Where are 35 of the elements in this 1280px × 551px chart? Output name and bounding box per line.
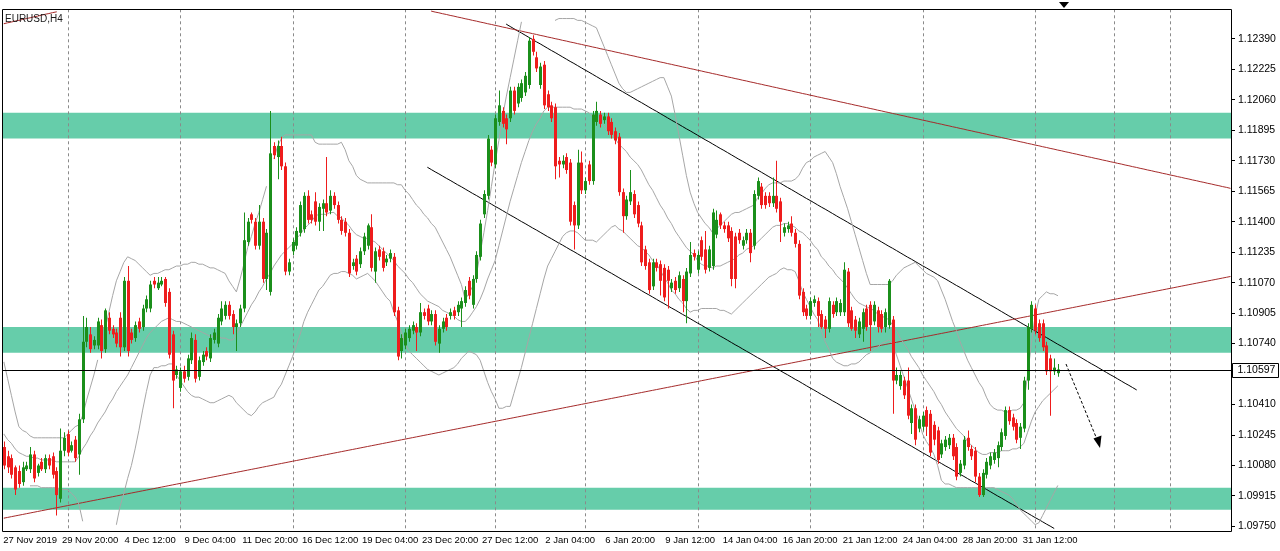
x-tick-label: 24 Jan 04:00 xyxy=(902,534,958,546)
y-tick-label: 1.10410 xyxy=(1238,397,1277,410)
x-tick-label: 28 Jan 20:00 xyxy=(962,534,1018,546)
y-tick-label: 1.10245 xyxy=(1238,427,1277,440)
x-tick-label: 27 Nov 2019 xyxy=(3,534,58,546)
y-tick-label: 1.11070 xyxy=(1238,275,1276,288)
y-tick-label: 1.10080 xyxy=(1238,458,1277,471)
y-tick-label: 1.11895 xyxy=(1238,123,1276,136)
x-tick-label: 16 Jan 20:00 xyxy=(782,534,838,546)
x-tick-label: 9 Dec 04:00 xyxy=(184,534,236,546)
x-tick-label: 9 Jan 12:00 xyxy=(665,534,715,546)
y-tick-label: 1.12060 xyxy=(1238,92,1277,105)
x-tick-label: 16 Dec 12:00 xyxy=(301,534,359,546)
ref-line-label: 1.10597 xyxy=(1237,363,1276,376)
x-tick-label: 11 Dec 20:00 xyxy=(242,534,299,546)
y-tick-label: 1.11565 xyxy=(1238,184,1276,197)
y-tick-label: 1.11235 xyxy=(1238,245,1276,258)
y-tick-label: 1.09915 xyxy=(1238,488,1277,501)
y-tick-label: 1.11400 xyxy=(1238,214,1276,227)
x-tick-label: 2 Jan 04:00 xyxy=(545,534,595,546)
y-tick-label: 1.12390 xyxy=(1238,31,1277,44)
x-tick-label: 27 Dec 12:00 xyxy=(481,534,539,546)
x-tick-label: 6 Jan 20:00 xyxy=(605,534,655,546)
y-tick-label: 1.10905 xyxy=(1238,306,1277,319)
x-tick-label: 14 Jan 04:00 xyxy=(722,534,778,546)
x-tick-label: 23 Dec 20:00 xyxy=(421,534,479,546)
y-tick-label: 1.09750 xyxy=(1238,519,1277,532)
x-tick-label: 4 Dec 12:00 xyxy=(124,534,176,546)
x-tick-label: 21 Jan 12:00 xyxy=(842,534,898,546)
y-tick-label: 1.12225 xyxy=(1238,62,1277,75)
x-tick-label: 19 Dec 04:00 xyxy=(361,534,419,546)
y-tick-label: 1.10740 xyxy=(1238,336,1277,349)
y-tick-label: 1.11730 xyxy=(1238,153,1276,166)
x-tick-label: 29 Nov 20:00 xyxy=(61,534,119,546)
x-tick-label: 31 Jan 12:00 xyxy=(1022,534,1078,546)
